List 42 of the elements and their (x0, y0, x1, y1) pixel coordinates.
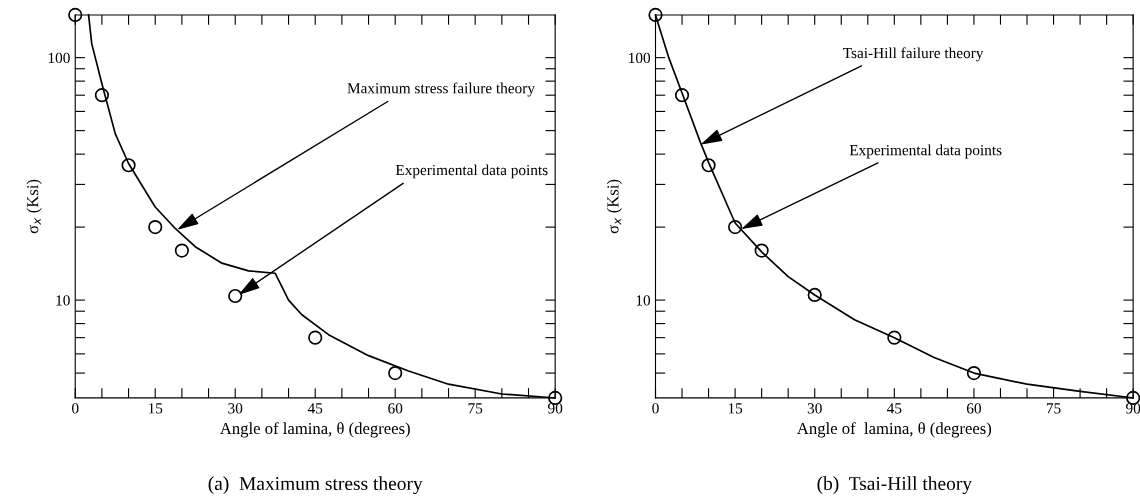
y-tick-label: 100 (48, 52, 70, 64)
point (966, 365, 982, 381)
point (728, 220, 743, 235)
x-tick-label: 30 (807, 403, 822, 414)
y-tick-label: 10 (636, 295, 651, 306)
x-tick-label: 60 (966, 403, 981, 414)
point (807, 287, 822, 303)
x-tick-label: 15 (148, 403, 163, 414)
x-tick-label: 45 (307, 403, 323, 414)
point (674, 88, 690, 103)
y-axis-title: σ$_{x}$ (Ksi) (26, 179, 42, 234)
point (887, 330, 902, 345)
point (174, 243, 189, 258)
x-tick-label: 60 (388, 403, 403, 414)
x-tick-label: 90 (1126, 403, 1140, 414)
x-tick-label: 45 (886, 403, 902, 414)
x-tick-label: 0 (652, 403, 659, 414)
y-tick-label: 10 (56, 295, 70, 306)
point (701, 158, 716, 173)
point (121, 158, 136, 173)
point (308, 330, 323, 345)
x-axis-title: Angle of lamina, θ (degrees) (797, 422, 992, 438)
x-tick-label: 30 (228, 403, 243, 414)
annotation: Experimental data points (395, 164, 548, 179)
x-tick-label: 75 (1046, 403, 1061, 414)
text: (a) Maximum stress theory (208, 476, 423, 495)
x-tick-label: 90 (548, 403, 563, 414)
point (754, 243, 769, 258)
point (388, 365, 403, 381)
x-tick-label: 15 (728, 403, 743, 414)
x-axis-title: Angle of lamina, θ (degrees) (219, 422, 410, 438)
annotation: Experimental data points (849, 144, 1002, 159)
annotation: Maximum stress failure theory (347, 82, 535, 97)
y-tick-label: 100 (629, 52, 651, 64)
point (94, 88, 109, 103)
x-tick-label: 0 (72, 403, 79, 414)
annotation: Tsai-Hill failure theory (843, 47, 984, 62)
x-tick-label: 75 (468, 403, 483, 414)
text: (b) Tsai-Hill theory (817, 476, 972, 495)
point (228, 288, 243, 304)
y-axis-title: σ$_{x}$ (Ksi) (606, 179, 622, 234)
point (148, 220, 163, 235)
